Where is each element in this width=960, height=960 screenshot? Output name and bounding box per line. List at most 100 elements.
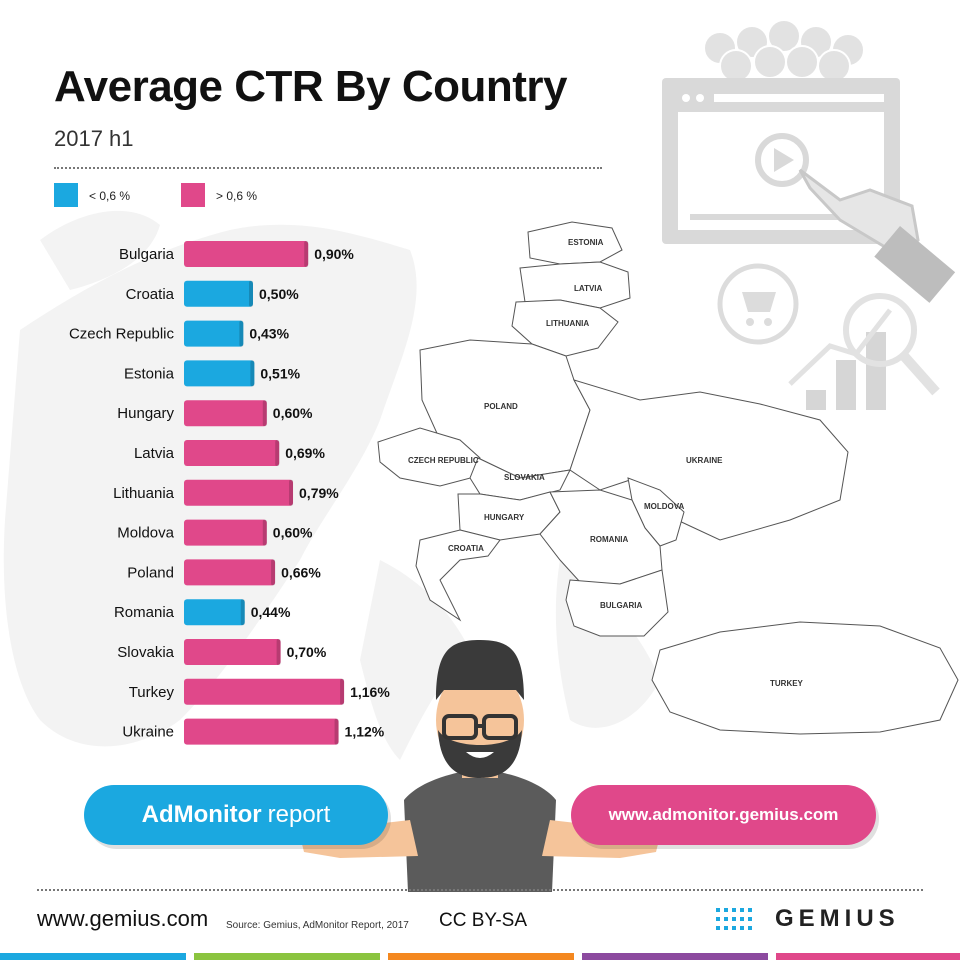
bar-cap-latvia — [275, 440, 280, 466]
pointing-hand-icon — [798, 168, 956, 303]
category-label-bulgaria: Bulgaria — [119, 246, 175, 263]
svg-text:BULGARIA: BULGARIA — [600, 601, 642, 610]
svg-text:ROMANIA: ROMANIA — [590, 535, 628, 544]
footer-stripe-4 — [582, 953, 768, 960]
category-label-croatia: Croatia — [126, 286, 175, 303]
bar-ukraine — [184, 718, 339, 745]
admonitor-report-button[interactable]: AdMonitor report — [84, 785, 388, 845]
footer-stripe-2 — [194, 953, 380, 960]
category-label-estonia: Estonia — [124, 365, 175, 382]
value-label-lithuania: 0,79% — [299, 485, 339, 501]
category-label-lithuania: Lithuania — [113, 485, 175, 502]
bar-cap-romania — [240, 599, 245, 626]
svg-text:CZECH REPUBLIC: CZECH REPUBLIC — [408, 456, 479, 465]
bar-cap-bulgaria — [304, 241, 309, 267]
svg-text:CROATIA: CROATIA — [448, 544, 484, 553]
category-label-ukraine: Ukraine — [122, 724, 174, 741]
svg-text:LITHUANIA: LITHUANIA — [546, 319, 589, 328]
bar-moldova — [184, 519, 267, 546]
svg-text:POLAND: POLAND — [484, 402, 518, 411]
svg-text:LATVIA: LATVIA — [574, 284, 603, 293]
bar-hungary — [184, 400, 267, 427]
divider-bottom — [37, 889, 923, 891]
category-label-turkey: Turkey — [129, 684, 175, 701]
legend-swatch-low — [54, 183, 78, 207]
category-label-slovakia: Slovakia — [117, 644, 174, 661]
map-ukraine — [569, 379, 849, 541]
page-title: Average CTR By Country — [54, 62, 568, 111]
category-label-czech-republic: Czech Republic — [69, 326, 175, 343]
footer-site[interactable]: www.gemius.com — [37, 906, 209, 931]
value-label-estonia: 0,51% — [260, 365, 300, 381]
svg-text:SLOVAKIA: SLOVAKIA — [504, 473, 545, 482]
bar-turkey — [184, 678, 345, 705]
coins-icon — [703, 19, 865, 83]
footer-source: Source: Gemius, AdMonitor Report, 2017 — [226, 920, 409, 931]
value-label-slovakia: 0,70% — [287, 644, 327, 660]
svg-text:HUNGARY: HUNGARY — [484, 513, 525, 522]
value-label-hungary: 0,60% — [273, 405, 313, 421]
category-label-romania: Romania — [114, 604, 175, 621]
bar-cap-slovakia — [276, 639, 281, 665]
value-label-ukraine: 1,12% — [345, 724, 385, 740]
legend-label-high: > 0,6 % — [216, 189, 258, 203]
report-button-rest: report — [267, 801, 331, 828]
footer-stripe-3 — [388, 953, 574, 960]
map-turkey — [651, 621, 959, 735]
gemius-brand: GEMIUS — [775, 905, 900, 932]
website-link-button[interactable]: www.admonitor.gemius.com — [571, 785, 876, 845]
bar-poland — [184, 559, 276, 586]
footer-license: CC BY-SA — [439, 910, 527, 931]
bar-estonia — [184, 360, 255, 387]
bar-cap-lithuania — [289, 479, 294, 506]
bar-latvia — [184, 440, 280, 466]
gemius-logo-icon — [716, 908, 752, 930]
value-label-romania: 0,44% — [251, 604, 291, 620]
map-bulgaria — [565, 569, 669, 637]
divider-top — [54, 167, 602, 169]
bar-bulgaria — [184, 241, 309, 267]
value-label-bulgaria: 0,90% — [314, 246, 354, 262]
bar-lithuania — [184, 479, 294, 506]
report-button-bold: AdMonitor — [141, 801, 262, 828]
magnifier-icon — [843, 293, 940, 396]
bar-cap-croatia — [249, 280, 253, 307]
value-label-croatia: 0,50% — [259, 286, 299, 302]
footer-stripe-1 — [0, 953, 186, 960]
bar-cap-estonia — [250, 360, 255, 387]
bar-cap-moldova — [262, 519, 267, 546]
svg-text:MOLDOVA: MOLDOVA — [644, 502, 685, 511]
svg-text:UKRAINE: UKRAINE — [686, 456, 723, 465]
category-label-poland: Poland — [127, 564, 174, 581]
page-subtitle: 2017 h1 — [54, 126, 134, 151]
svg-text:TURKEY: TURKEY — [770, 679, 804, 688]
bar-slovakia — [184, 639, 281, 665]
bar-cap-ukraine — [334, 718, 339, 745]
bar-cap-hungary — [262, 400, 267, 427]
bar-czech-republic — [184, 320, 244, 347]
bar-cap-turkey — [340, 678, 345, 705]
category-label-hungary: Hungary — [117, 405, 174, 422]
bar-croatia — [184, 280, 253, 307]
map-croatia — [415, 529, 501, 622]
growth-chart-icon — [788, 308, 892, 410]
map-estonia — [527, 221, 623, 265]
value-label-poland: 0,66% — [281, 564, 321, 580]
value-label-moldova: 0,60% — [273, 525, 313, 541]
cart-bubble-icon — [717, 263, 799, 345]
map-lithuania — [511, 299, 619, 357]
legend-label-low: < 0,6 % — [89, 189, 131, 203]
legend-swatch-high — [181, 183, 205, 207]
value-label-latvia: 0,69% — [285, 445, 325, 461]
footer-stripe-5 — [776, 953, 960, 960]
bar-cap-poland — [271, 559, 276, 586]
bar-cap-czech-republic — [239, 320, 244, 347]
bar-romania — [184, 599, 245, 626]
value-label-czech-republic: 0,43% — [249, 326, 289, 342]
svg-text:ESTONIA: ESTONIA — [568, 238, 604, 247]
category-label-moldova: Moldova — [117, 525, 174, 542]
